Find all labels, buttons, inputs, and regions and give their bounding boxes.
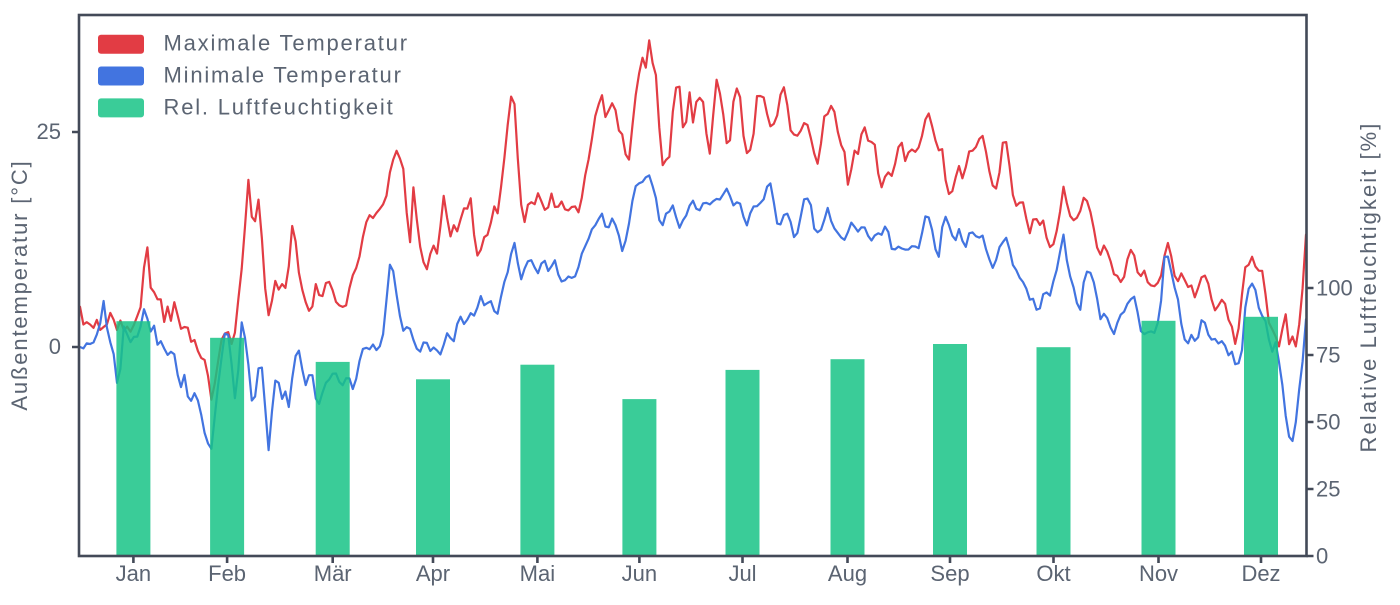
svg-text:100: 100: [1316, 275, 1353, 300]
svg-text:75: 75: [1316, 342, 1340, 367]
svg-text:Mär: Mär: [314, 561, 352, 586]
svg-text:Apr: Apr: [416, 561, 450, 586]
svg-text:Relative Luftfeuchtigkeit [%]: Relative Luftfeuchtigkeit [%]: [1356, 122, 1381, 453]
svg-text:Maximale Temperatur: Maximale Temperatur: [164, 31, 409, 56]
svg-text:25: 25: [37, 119, 61, 144]
svg-text:0: 0: [1316, 543, 1328, 568]
svg-text:Okt: Okt: [1036, 561, 1070, 586]
svg-text:Feb: Feb: [208, 561, 246, 586]
svg-text:0: 0: [49, 334, 61, 359]
svg-text:Sep: Sep: [930, 561, 969, 586]
svg-text:Mai: Mai: [520, 561, 555, 586]
svg-text:Außentemperatur [°C]: Außentemperatur [°C]: [7, 159, 32, 410]
svg-text:Jan: Jan: [116, 561, 151, 586]
svg-text:Aug: Aug: [828, 561, 867, 586]
svg-text:50: 50: [1316, 409, 1340, 434]
svg-text:25: 25: [1316, 476, 1340, 501]
svg-text:Jun: Jun: [622, 561, 657, 586]
svg-text:Dez: Dez: [1241, 561, 1280, 586]
svg-text:Nov: Nov: [1139, 561, 1178, 586]
svg-text:Jul: Jul: [728, 561, 756, 586]
svg-text:Rel. Luftfeuchtigkeit: Rel. Luftfeuchtigkeit: [164, 94, 395, 119]
svg-text:Minimale Temperatur: Minimale Temperatur: [164, 63, 403, 88]
